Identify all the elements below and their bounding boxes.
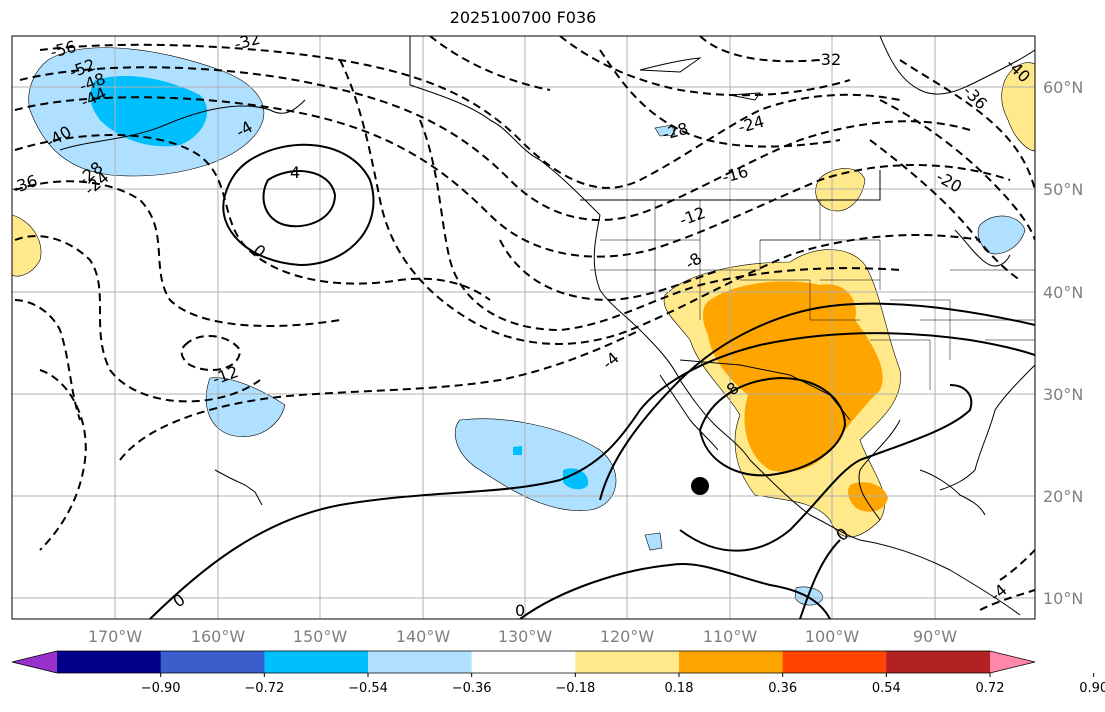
colorbar: −0.90 −0.72 −0.54 −0.36 −0.18 0.18 0.36 0.54 0.7… xyxy=(11,650,1105,696)
map-title: 2025100700 F036 xyxy=(449,8,597,27)
island-north-1 xyxy=(639,57,702,73)
strong-negative-spot-2 xyxy=(513,446,522,455)
positive-shade-west-edge xyxy=(12,214,42,277)
colorbar-tick-label: −0.18 xyxy=(555,681,595,696)
colorbar-ticks: −0.90 −0.72 −0.54 −0.36 −0.18 0.18 0.36 0.54 0.7… xyxy=(141,673,1105,696)
positive-shade-northeast xyxy=(1001,62,1035,152)
great-lakes xyxy=(954,229,1011,267)
colorbar-tick-label: 0.90 xyxy=(1079,681,1105,696)
lon-label: 100°W xyxy=(805,627,860,646)
location-marker xyxy=(691,477,709,495)
colorbar-segment xyxy=(160,651,265,673)
border-us-mexico xyxy=(679,359,851,421)
lon-label: 130°W xyxy=(498,627,553,646)
coast-east xyxy=(939,364,1035,491)
coast-alaska-south xyxy=(409,36,601,216)
colorbar-segment xyxy=(471,651,576,673)
lon-label: 160°W xyxy=(191,627,246,646)
shading-layer xyxy=(12,47,1035,606)
lon-label: 110°W xyxy=(703,627,758,646)
coast-west-na xyxy=(593,214,751,461)
colorbar-segment xyxy=(264,651,369,673)
island-north-2 xyxy=(729,92,762,101)
longitude-labels: 170°W 160°W 150°W 140°W 130°W 120°W 110°… xyxy=(88,627,957,646)
border-us-canada xyxy=(580,170,881,201)
colorbar-tick-label: −0.90 xyxy=(141,681,181,696)
graticule xyxy=(12,36,1035,619)
lon-label: 120°W xyxy=(600,627,655,646)
hawaii xyxy=(214,469,263,506)
lat-label: 60°N xyxy=(1043,78,1083,97)
latitude-labels: 60°N 50°N 40°N 30°N 20°N 10°N xyxy=(1043,78,1083,608)
coast-baja xyxy=(659,374,719,451)
colorbar-segment xyxy=(57,651,162,673)
colorbar-extension-max xyxy=(990,651,1035,673)
negative-shade-great-lakes xyxy=(977,215,1026,255)
negative-shade-hawaii xyxy=(205,377,286,437)
colorbar-segments xyxy=(11,650,1036,674)
coast-gulf xyxy=(858,419,901,521)
colorbar-tick-label: 0.18 xyxy=(665,681,694,696)
lat-label: 50°N xyxy=(1043,180,1083,199)
colorbar-segment xyxy=(886,651,991,673)
negative-contours xyxy=(14,36,1035,611)
positive-contours xyxy=(149,143,1035,619)
hudson-bay xyxy=(879,36,1035,95)
colorbar-tick-label: 0.72 xyxy=(976,681,1005,696)
colorbar-segment xyxy=(679,651,784,673)
map-panel: -56 -52 -48 -44 -40 -36 -32 -28 -24 -32 … xyxy=(12,36,1035,620)
strong-negative-spot-1 xyxy=(563,468,589,490)
map-frame xyxy=(11,35,1036,620)
coast-yucatan xyxy=(919,469,986,516)
colorbar-tick-label: −0.72 xyxy=(244,681,284,696)
colorbar-segment xyxy=(782,651,887,673)
lat-label: 30°N xyxy=(1043,385,1083,404)
lat-label: 10°N xyxy=(1043,589,1083,608)
contour-label: 0 xyxy=(515,601,525,620)
lat-label: 40°N xyxy=(1043,283,1083,302)
strong-positive-shade-mexico xyxy=(848,482,888,512)
state-borders xyxy=(590,200,1035,390)
colorbar-segment xyxy=(575,651,680,673)
strong-negative-shade-bering xyxy=(90,75,208,147)
colorbar-tick-label: −0.36 xyxy=(452,681,492,696)
coast-alaska-aleutians xyxy=(59,99,306,151)
negative-shade-canada xyxy=(654,124,676,137)
lon-label: 140°W xyxy=(396,627,451,646)
colorbar-tick-label: 0.54 xyxy=(872,681,901,696)
lon-label: 90°W xyxy=(913,627,957,646)
lon-label: 150°W xyxy=(293,627,348,646)
colorbar-segment xyxy=(368,651,473,673)
colorbar-extension-min xyxy=(12,651,57,673)
contour-label: 4 xyxy=(290,163,300,182)
lat-label: 20°N xyxy=(1043,487,1083,506)
colorbar-outline xyxy=(11,650,1036,674)
negative-shade-small xyxy=(644,532,663,551)
lon-label: 170°W xyxy=(88,627,143,646)
coast-central-america xyxy=(859,539,1021,616)
colorbar-tick-label: −0.54 xyxy=(348,681,388,696)
contour-label: -32 xyxy=(815,50,841,69)
colorbar-tick-label: 0.36 xyxy=(768,681,797,696)
